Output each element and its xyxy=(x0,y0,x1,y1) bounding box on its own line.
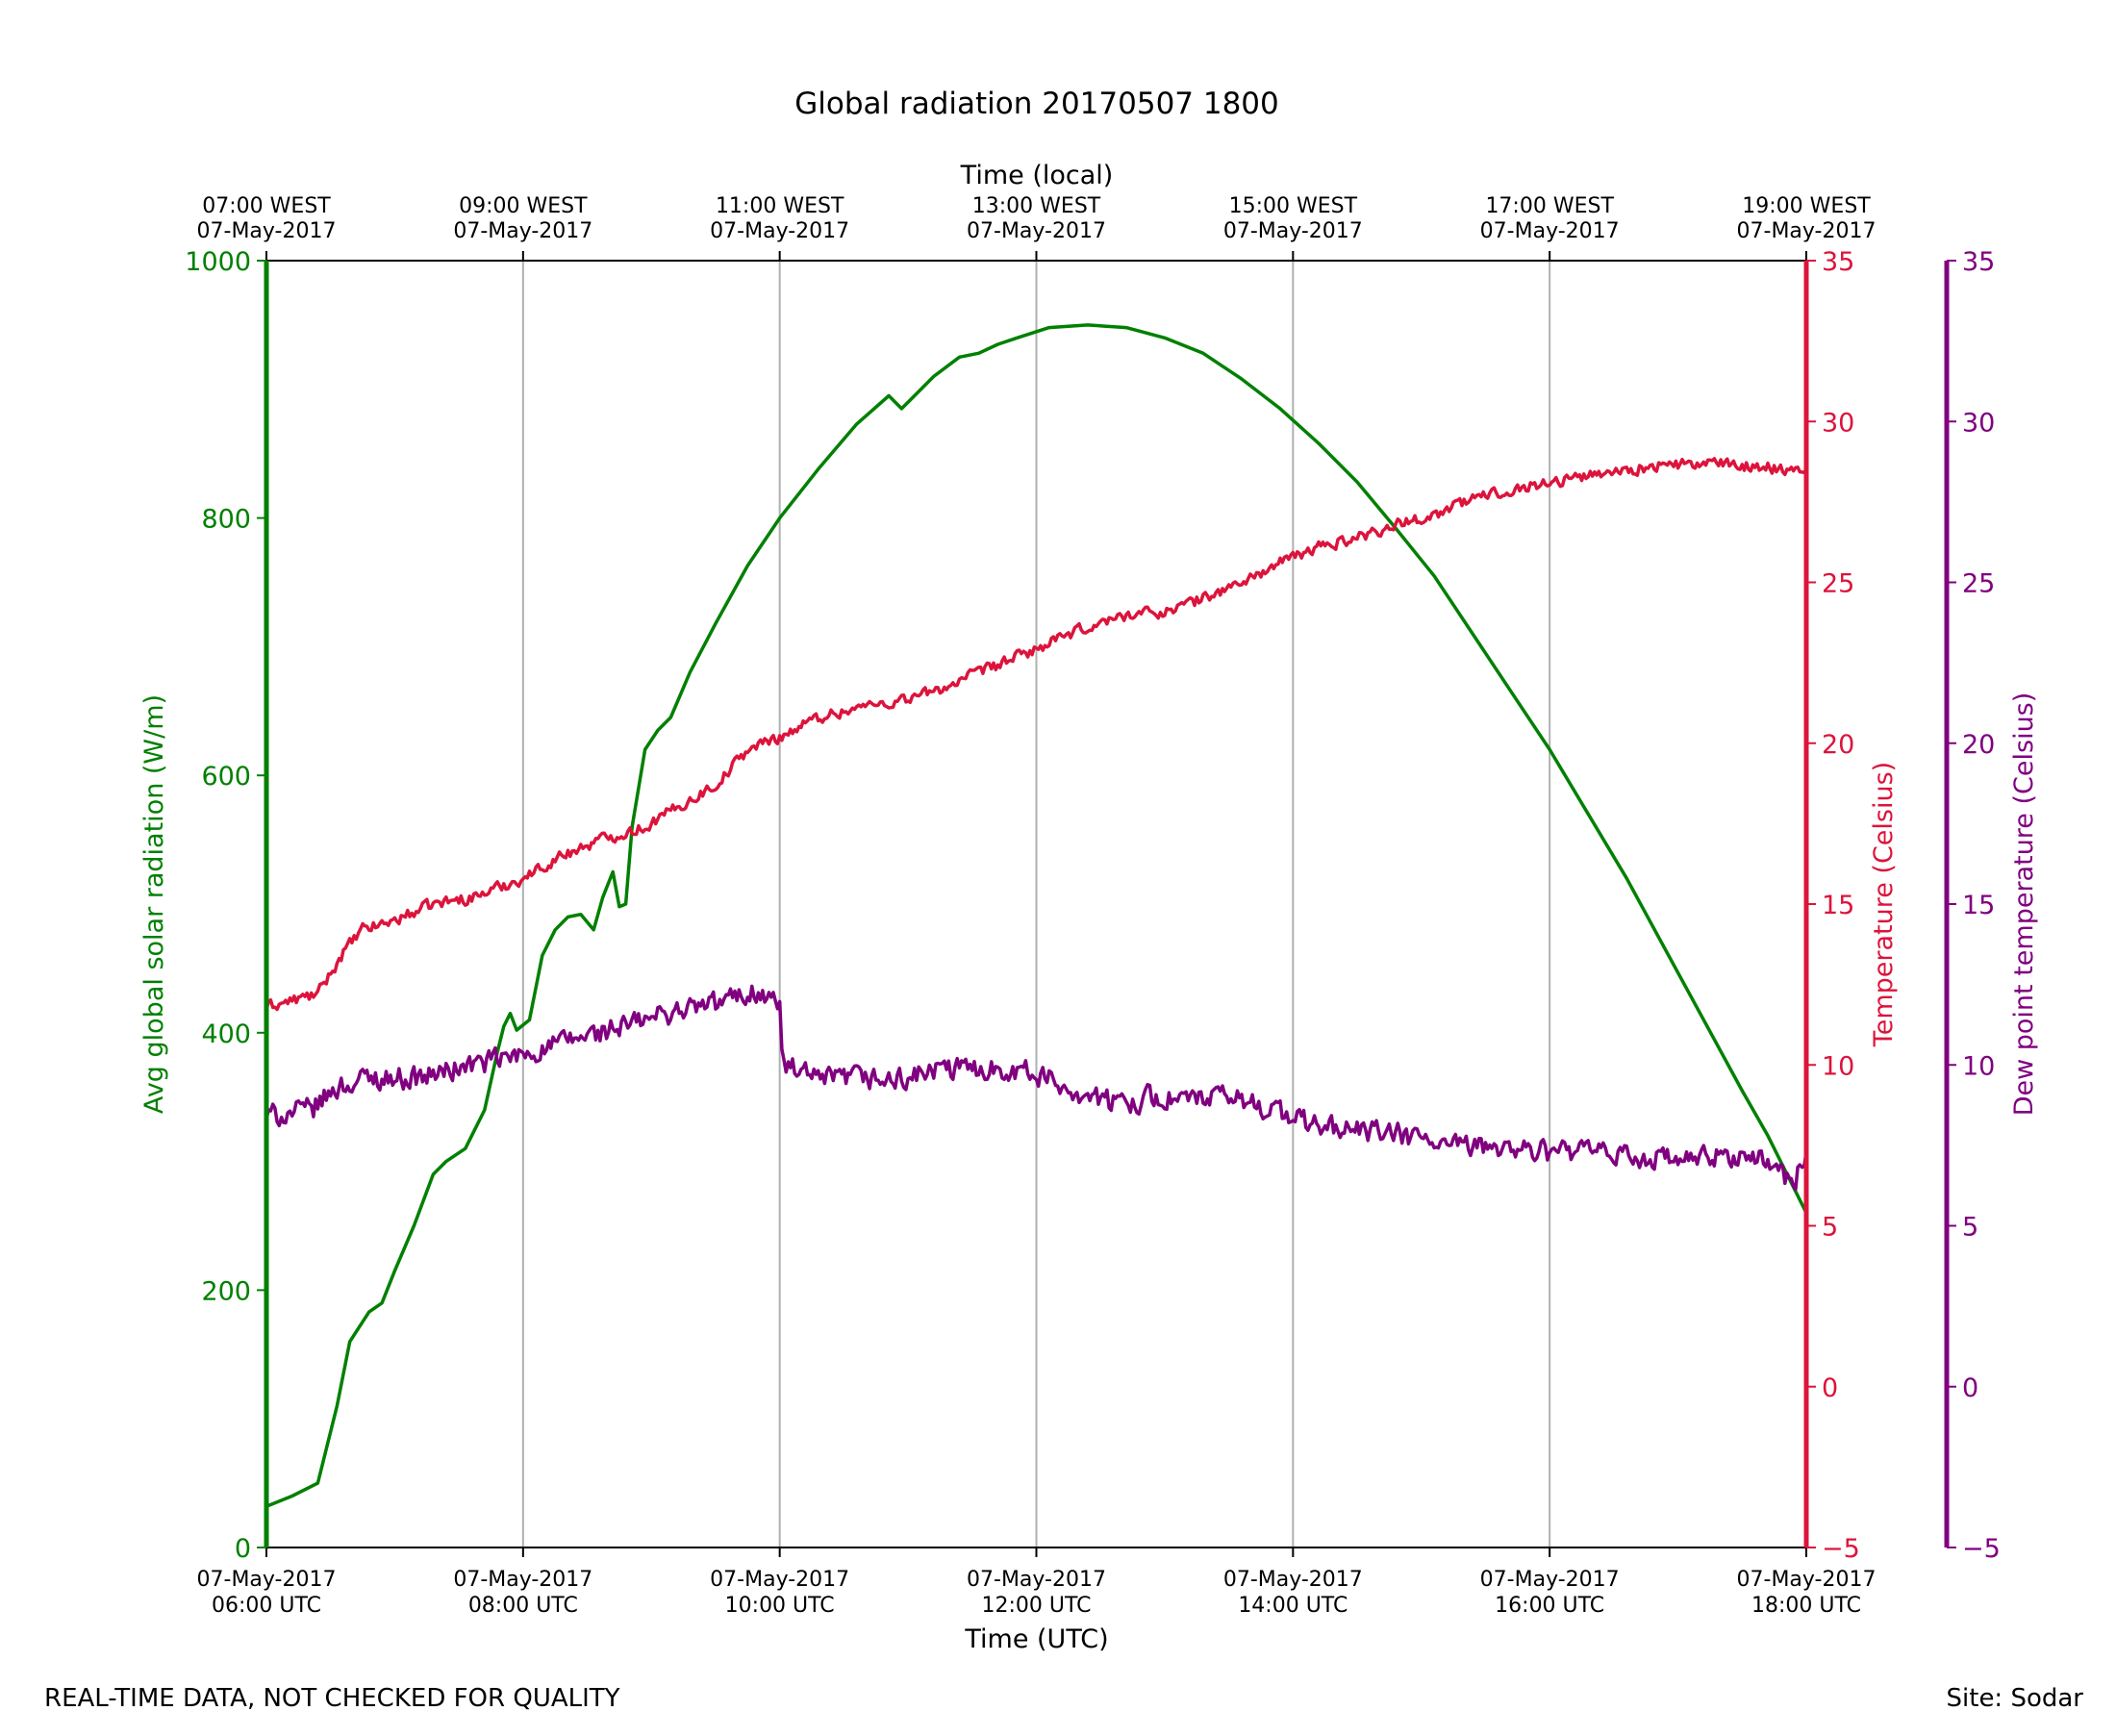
footer-disclaimer: REAL-TIME DATA, NOT CHECKED FOR QUALITY xyxy=(44,1684,620,1713)
x-tick-label-top-date: 07-May-2017 xyxy=(1737,219,1877,243)
x-tick-label-bottom-time: 12:00 UTC xyxy=(981,1594,1091,1618)
grid-layer xyxy=(521,261,1551,1547)
x-tick-label-bottom-time: 14:00 UTC xyxy=(1238,1594,1348,1618)
x-tick-label-top-date: 07-May-2017 xyxy=(967,219,1106,243)
x-axis-label-bottom: Time (UTC) xyxy=(964,1624,1108,1654)
x-tick-label-bottom-date: 07-May-2017 xyxy=(453,1568,592,1592)
x-tick-label-top-time: 11:00 WEST xyxy=(716,194,844,218)
y-axis-label-dewpoint: Dew point temperature (Celsius) xyxy=(2009,692,2039,1117)
x-tick-label-bottom-date: 07-May-2017 xyxy=(1223,1568,1363,1592)
y-tick-label-temperature: 0 xyxy=(1822,1373,1838,1403)
y-tick-label-dewpoint: 5 xyxy=(1962,1213,1978,1243)
y-tick-label-temperature: 30 xyxy=(1822,408,1854,438)
y-tick-label-dewpoint: 10 xyxy=(1962,1051,1995,1081)
axes-layer xyxy=(257,251,1956,1557)
y-tick-label-dewpoint: 25 xyxy=(1962,569,1995,599)
x-tick-label-bottom-time: 16:00 UTC xyxy=(1495,1594,1604,1618)
y-tick-label-dewpoint: 15 xyxy=(1962,891,1995,920)
y-tick-label-radiation: 1000 xyxy=(185,247,251,277)
x-tick-label-top-date: 07-May-2017 xyxy=(710,219,849,243)
y-tick-label-radiation: 200 xyxy=(201,1276,251,1306)
y-tick-label-dewpoint: −5 xyxy=(1962,1534,2001,1564)
y-tick-label-dewpoint: 35 xyxy=(1962,247,1995,277)
x-tick-label-bottom-time: 08:00 UTC xyxy=(468,1594,578,1618)
x-tick-label-top-time: 19:00 WEST xyxy=(1742,194,1871,218)
y-tick-label-temperature: 20 xyxy=(1822,730,1854,760)
x-tick-label-top-time: 07:00 WEST xyxy=(202,194,331,218)
x-tick-label-bottom-date: 07-May-2017 xyxy=(1737,1568,1877,1592)
y-tick-label-dewpoint: 20 xyxy=(1962,730,1995,760)
y-axis-label-temperature: Temperature (Celsius) xyxy=(1869,762,1899,1047)
x-tick-label-top-date: 07-May-2017 xyxy=(197,219,337,243)
x-tick-label-bottom-date: 07-May-2017 xyxy=(710,1568,849,1592)
text-layer: Global radiation 20170507 1800 Time (loc… xyxy=(44,87,2083,1713)
x-tick-label-top-time: 15:00 WEST xyxy=(1229,194,1358,218)
y-tick-label-temperature: −5 xyxy=(1822,1534,1860,1564)
y-tick-label-temperature: 5 xyxy=(1822,1213,1838,1243)
x-tick-label-top-date: 07-May-2017 xyxy=(453,219,592,243)
x-tick-label-bottom-time: 10:00 UTC xyxy=(725,1594,835,1618)
x-tick-label-bottom-date: 07-May-2017 xyxy=(1480,1568,1620,1592)
footer-site: Site: Sodar xyxy=(1947,1684,2084,1713)
y-tick-label-temperature: 25 xyxy=(1822,569,1854,599)
x-tick-label-bottom-time: 18:00 UTC xyxy=(1751,1594,1861,1618)
y-tick-label-radiation: 600 xyxy=(201,762,251,792)
y-tick-label-radiation: 400 xyxy=(201,1019,251,1049)
series-layer xyxy=(264,323,1808,1508)
y-tick-label-temperature: 35 xyxy=(1822,247,1854,277)
y-tick-label-temperature: 15 xyxy=(1822,891,1854,920)
x-tick-label-top-date: 07-May-2017 xyxy=(1223,219,1363,243)
x-tick-label-top-time: 09:00 WEST xyxy=(459,194,588,218)
y-tick-label-dewpoint: 30 xyxy=(1962,408,1995,438)
series-line-dewpoint xyxy=(264,984,1808,1192)
y-tick-label-dewpoint: 0 xyxy=(1962,1373,1978,1403)
x-tick-label-top-time: 13:00 WEST xyxy=(972,194,1101,218)
x-tick-label-top-date: 07-May-2017 xyxy=(1480,219,1620,243)
x-axis-label-top: Time (local) xyxy=(960,161,1114,190)
x-tick-label-top-time: 17:00 WEST xyxy=(1485,194,1614,218)
chart-title: Global radiation 20170507 1800 xyxy=(794,87,1279,121)
y-tick-label-radiation: 0 xyxy=(235,1534,251,1564)
y-tick-label-radiation: 800 xyxy=(201,505,251,535)
series-line-temperature xyxy=(264,457,1808,1012)
x-tick-label-bottom-date: 07-May-2017 xyxy=(197,1568,337,1592)
y-axis-label-radiation: Avg global solar radiation (W/m) xyxy=(139,694,169,1114)
y-tick-label-temperature: 10 xyxy=(1822,1051,1854,1081)
x-tick-label-bottom-date: 07-May-2017 xyxy=(967,1568,1106,1592)
x-tick-label-bottom-time: 06:00 UTC xyxy=(212,1594,321,1618)
series-line-radiation xyxy=(265,323,1808,1508)
